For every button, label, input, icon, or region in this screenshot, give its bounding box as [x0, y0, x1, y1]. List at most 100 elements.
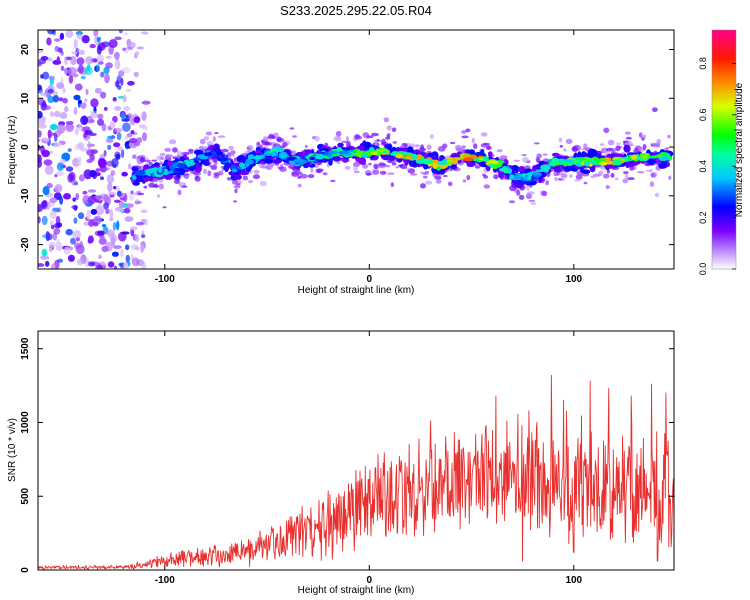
ridge-core [219, 157, 229, 162]
noise-blob [106, 174, 115, 184]
x-tick-label: 100 [565, 575, 582, 586]
ridge-halo [159, 152, 166, 156]
noise-blob [125, 244, 130, 251]
noise-blob [101, 224, 107, 228]
noise-blob [98, 238, 107, 245]
ridge-halo [336, 136, 342, 142]
ridge-halo [527, 191, 535, 195]
noise-blob [80, 115, 89, 126]
noise-blob [45, 230, 50, 236]
noise-blob [49, 150, 53, 154]
ridge-core [583, 160, 591, 167]
noise-blob [107, 192, 117, 196]
noise-blob [106, 160, 115, 167]
noise-blob [77, 212, 85, 220]
noise-blob [81, 35, 90, 44]
ridge-halo [465, 128, 471, 133]
noise-blob [54, 38, 61, 42]
ridge-halo [563, 148, 567, 152]
ridge-band [240, 170, 250, 176]
noise-blob [97, 118, 104, 126]
ridge-halo [262, 136, 268, 143]
ridge-halo [258, 164, 265, 167]
ridge-core [204, 152, 213, 157]
noise-blob [115, 80, 120, 88]
ridge-halo [447, 181, 453, 187]
ridge-band [515, 181, 524, 189]
ridge-halo [559, 144, 563, 148]
ridge-halo [624, 174, 629, 179]
ridge-band [167, 160, 174, 167]
ridge-halo [625, 136, 632, 140]
ridge-core [604, 159, 611, 163]
noise-blob [71, 178, 77, 186]
ridge-halo [526, 185, 530, 191]
noise-blob [116, 190, 122, 197]
spectrogram-y-ticks: -20 -10 0 10 20 [20, 44, 674, 252]
snr-x-label: Height of straight line (km) [298, 585, 415, 596]
colorbar-ticks: 0.0 0.2 0.4 0.6 0.8 [698, 57, 736, 275]
ridge-halo [203, 168, 207, 175]
y-tick-label: 10 [20, 92, 31, 104]
noise-blob [87, 235, 94, 244]
colorbar-tick-label: 0.2 [698, 211, 708, 224]
ridge-halo [307, 174, 315, 179]
ridge-core [507, 168, 513, 175]
ridge-halo [176, 150, 182, 156]
ridge-halo [569, 174, 573, 178]
noise-blob [117, 146, 123, 151]
ridge-band [143, 164, 149, 171]
ridge-core [561, 162, 572, 166]
noise-blob [76, 258, 84, 266]
noise-blob [64, 106, 69, 113]
noise-blob [78, 64, 84, 74]
ridge-halo [372, 169, 376, 175]
x-tick-label: 0 [367, 575, 373, 586]
ridge-halo [156, 194, 161, 198]
noise-blob [45, 260, 50, 267]
noise-blob [82, 195, 90, 205]
noise-blob [123, 261, 128, 269]
ridge-core [576, 157, 586, 161]
noise-blob [95, 172, 101, 177]
ridge-halo [194, 175, 201, 182]
noise-blob [64, 56, 68, 66]
noise-blob [134, 234, 140, 243]
ridge-halo [299, 174, 308, 179]
ridge-halo [235, 183, 241, 186]
ridge-halo [644, 163, 650, 166]
ridge-band [587, 148, 598, 157]
heatmap-cells [38, 30, 674, 269]
ridge-halo [426, 144, 432, 150]
ridge-halo [638, 132, 643, 138]
noise-blob [76, 33, 83, 40]
noise-blob [96, 54, 104, 64]
noise-blob [84, 66, 93, 76]
ridge-halo [142, 159, 151, 163]
noise-blob [56, 82, 65, 89]
ridge-halo [508, 200, 516, 204]
ridge-halo [368, 162, 372, 166]
ridge-halo [151, 159, 158, 162]
noise-blob [127, 113, 133, 118]
ridge-halo [366, 172, 372, 176]
ridge-core [211, 151, 218, 155]
colorbar-frame [711, 29, 737, 270]
noise-blob [93, 222, 99, 227]
noise-blob [48, 241, 56, 248]
noise-blob [113, 186, 117, 190]
ridge-halo [627, 177, 635, 181]
noise-blob [98, 254, 102, 259]
noise-blob [96, 37, 101, 43]
noise-blob [52, 94, 60, 103]
ridge-halo [137, 192, 145, 196]
noise-blob [116, 220, 120, 231]
ridge-core [271, 151, 279, 157]
ridge-halo [623, 171, 629, 175]
ridge-core [211, 146, 220, 152]
ridge-halo [437, 145, 446, 152]
ridge-halo [344, 165, 351, 170]
noise-blob [124, 135, 129, 140]
noise-blob [110, 236, 116, 247]
